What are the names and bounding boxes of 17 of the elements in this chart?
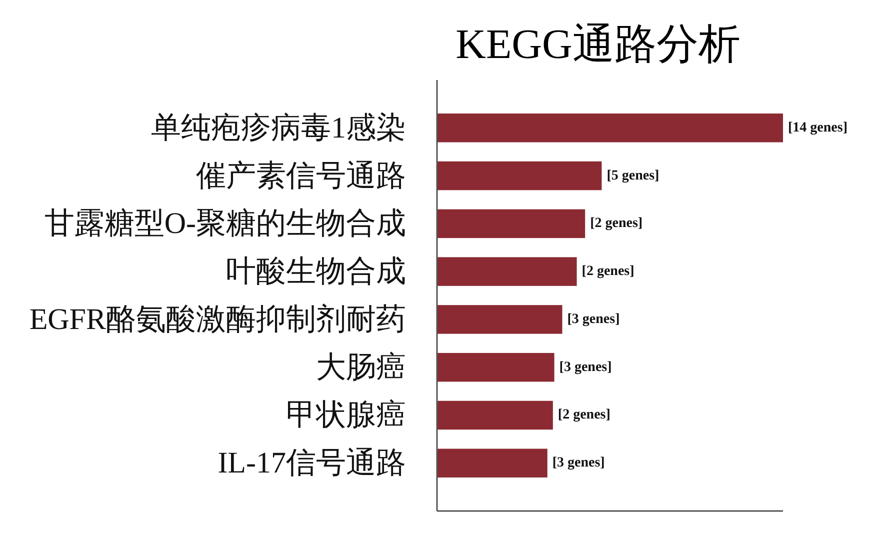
annotation: [3 genes] [559, 360, 612, 375]
annotation: [3 genes] [567, 312, 620, 327]
category-label: 甲状腺癌 [286, 398, 406, 432]
category-label: 催产素信号通路 [196, 159, 406, 192]
annotation: [2 genes] [558, 408, 610, 423]
title: KEGG通路分析 [456, 22, 740, 68]
annotation: [14 genes] [788, 120, 848, 136]
annotation: [3 genes] [552, 456, 605, 471]
annotation: [2 genes] [590, 216, 643, 232]
category-label: 甘露糖型O-聚糖的生物合成 [44, 207, 406, 240]
category-label: 单纯疱疹病毒1感染 [151, 111, 406, 144]
category-label: EGFR酪氨酸激酶抑制剂耐药 [29, 302, 406, 336]
category-label: 叶酸生物合成 [226, 255, 406, 288]
category-label: IL-17信号通路 [218, 446, 406, 480]
annotation: [2 genes] [582, 264, 634, 280]
category-label: 大肠癌 [316, 350, 406, 384]
annotation: [5 genes] [606, 168, 660, 184]
